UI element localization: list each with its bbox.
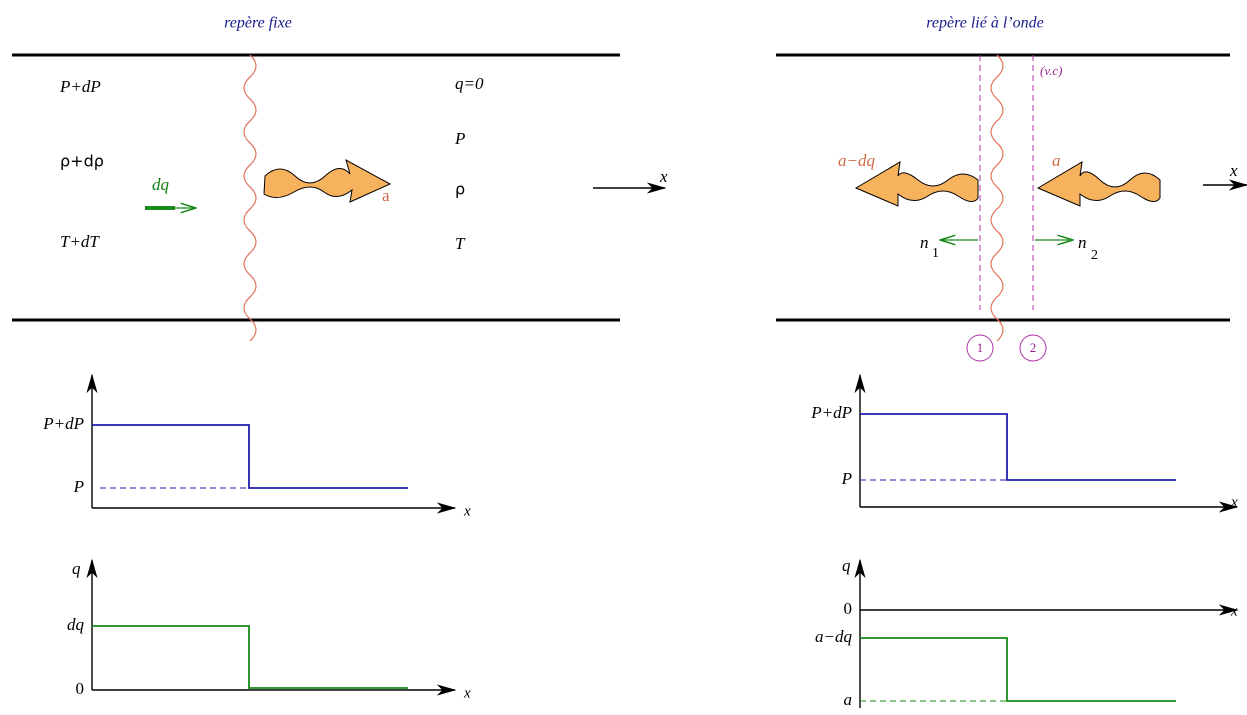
label: ρ — [455, 180, 465, 199]
axis-label: x — [463, 503, 471, 519]
axis-label: x — [1230, 603, 1238, 619]
label: (v.c) — [1040, 63, 1062, 78]
label: dq — [152, 175, 170, 194]
label: a — [382, 186, 390, 205]
label: dq — [67, 615, 85, 634]
profile — [860, 638, 1176, 701]
title: repère fixe — [224, 15, 292, 32]
label: 1 — [977, 340, 984, 355]
label: a — [1052, 151, 1061, 170]
label: a — [844, 690, 853, 709]
label: 2 — [1091, 248, 1098, 263]
label: P+dP — [59, 77, 101, 96]
label: 2 — [1030, 340, 1037, 355]
label: n — [1078, 233, 1087, 252]
label: 0 — [844, 599, 853, 618]
label: q=0 — [455, 74, 484, 93]
profile — [92, 425, 408, 488]
title: repère lié à l’onde — [926, 15, 1043, 32]
label: 0 — [76, 679, 85, 698]
wave-front — [991, 55, 1003, 341]
axis-label: x — [659, 167, 668, 186]
label: P — [454, 129, 465, 148]
label: P — [73, 477, 84, 496]
label: q — [842, 556, 851, 575]
wave-front — [244, 55, 256, 341]
label: q — [72, 559, 81, 578]
label: a−dq — [815, 627, 852, 646]
profile — [860, 414, 1176, 480]
axis-label: x — [463, 685, 471, 701]
label: P+dP — [810, 403, 852, 422]
label: T — [455, 234, 466, 253]
wave-arrow — [264, 160, 390, 202]
label: T+dT — [60, 232, 100, 251]
profile — [92, 626, 408, 688]
axis-label: x — [1230, 494, 1238, 510]
label: P — [841, 469, 852, 488]
label: n — [920, 233, 929, 252]
label: ρ+dρ — [60, 152, 104, 171]
label: 1 — [932, 246, 939, 261]
diagram: repère fixe a dq P+dP ρ+dρ T+dT q=0 P ρ … — [0, 0, 1247, 715]
axis-label: x — [1229, 161, 1238, 180]
label: a−dq — [838, 151, 875, 170]
label: P+dP — [42, 414, 84, 433]
